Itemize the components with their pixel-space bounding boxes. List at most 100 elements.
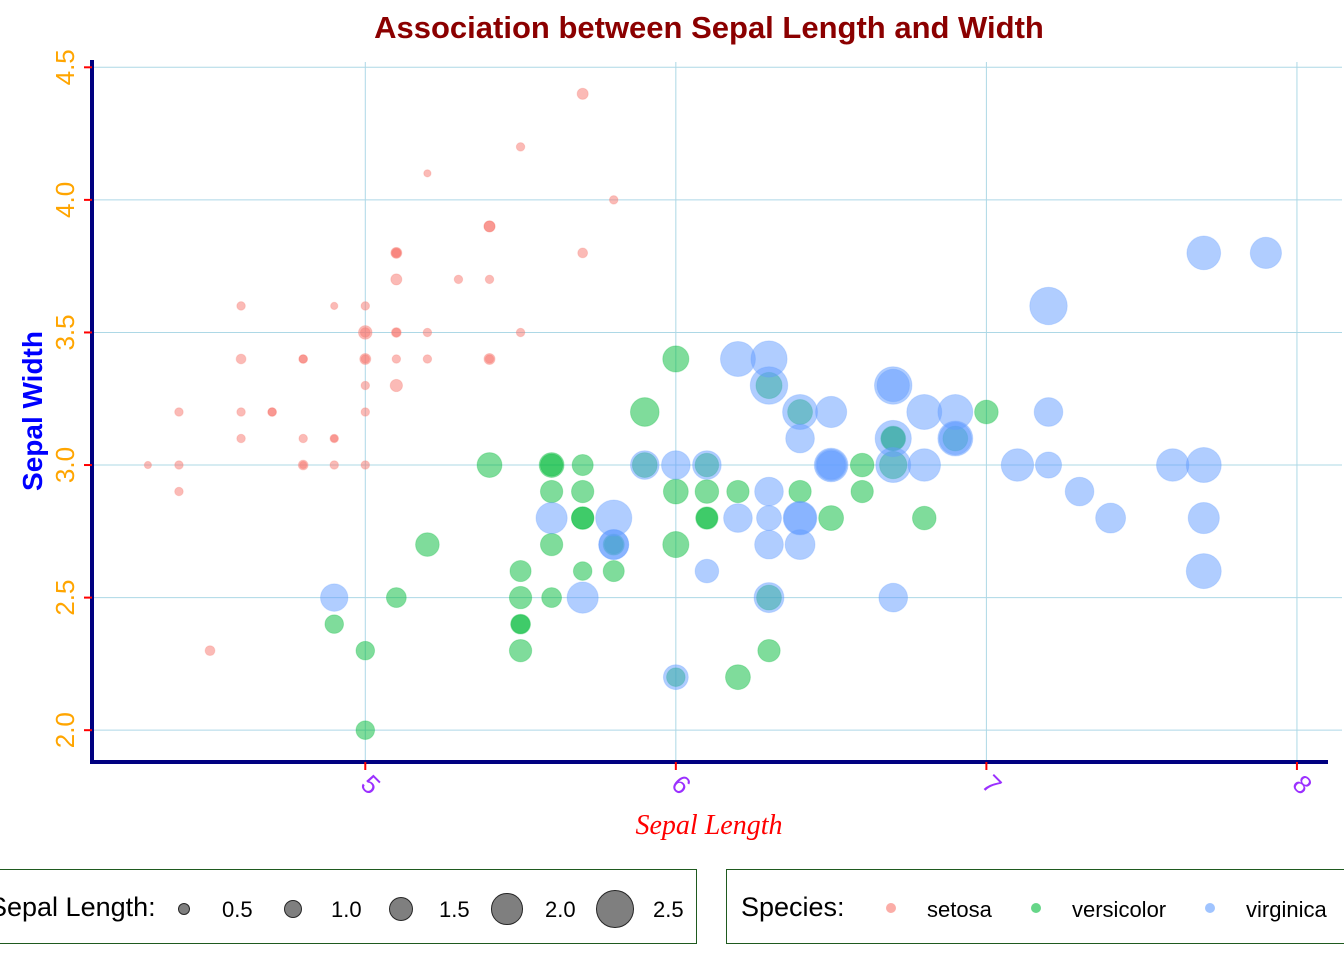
data-point-setosa — [174, 407, 184, 417]
data-point-setosa — [483, 352, 496, 365]
data-point-setosa — [608, 195, 619, 205]
data-point-virginica — [815, 395, 848, 429]
data-point-versicolor — [572, 561, 593, 581]
data-point-virginica — [754, 529, 784, 560]
data-point-setosa — [423, 169, 432, 178]
data-point-versicolor — [324, 614, 345, 634]
data-point-setosa — [236, 433, 246, 444]
data-point-virginica — [1187, 501, 1220, 535]
species-legend-key — [1205, 903, 1215, 913]
data-point-virginica — [878, 582, 909, 613]
data-point-virginica — [1000, 448, 1035, 482]
data-point-virginica — [754, 476, 784, 507]
data-point-virginica — [750, 340, 788, 378]
data-point-setosa — [391, 354, 402, 364]
data-point-versicolor — [508, 638, 533, 663]
size-legend-key — [491, 893, 523, 925]
data-point-virginica — [1186, 235, 1222, 271]
data-point-setosa — [204, 645, 216, 657]
data-point-virginica — [937, 420, 974, 457]
data-point-versicolor — [355, 720, 376, 740]
data-point-versicolor — [788, 479, 812, 504]
data-point-setosa — [453, 274, 464, 285]
size-legend-label: 0.5 — [222, 897, 253, 922]
data-point-versicolor — [974, 399, 999, 425]
data-point-setosa — [515, 142, 526, 152]
data-point-virginica — [906, 394, 943, 430]
size-legend-label: 1.5 — [439, 897, 470, 922]
data-point-virginica — [1033, 397, 1064, 427]
x-tick-label: 8 — [1287, 769, 1318, 800]
species-legend-label: virginica — [1246, 897, 1327, 922]
data-point-setosa — [360, 301, 371, 311]
data-point-setosa — [577, 247, 589, 259]
data-point-setosa — [360, 460, 371, 470]
data-point-virginica — [1249, 236, 1282, 270]
data-point-setosa — [515, 327, 526, 338]
data-point-virginica — [782, 500, 818, 536]
data-point-virginica — [1185, 447, 1222, 484]
data-points — [143, 87, 1282, 740]
data-point-versicolor — [757, 638, 781, 663]
size-legend-title: Sepal Length: — [0, 892, 156, 922]
species-legend-label: versicolor — [1072, 897, 1167, 922]
data-point-virginica — [873, 366, 913, 405]
data-point-versicolor — [850, 479, 874, 504]
x-tick-label: 7 — [976, 769, 1007, 800]
data-point-versicolor — [662, 345, 690, 373]
data-point-versicolor — [724, 664, 751, 691]
size-legend-key — [177, 902, 191, 916]
size-legend-key — [283, 899, 303, 919]
chart-title: Association between Sepal Length and Wid… — [374, 10, 1044, 45]
y-tick-label: 2.5 — [50, 580, 80, 616]
species-legend-label: setosa — [927, 897, 992, 922]
x-tick-label: 6 — [666, 769, 697, 800]
data-point-setosa — [329, 460, 339, 470]
data-point-virginica — [1034, 451, 1063, 479]
y-tick-label: 3.5 — [50, 314, 80, 350]
data-point-versicolor — [602, 560, 625, 583]
data-point-setosa — [267, 407, 277, 417]
size-legend-label: 2.0 — [545, 897, 576, 922]
data-point-setosa — [174, 486, 184, 497]
species-legend: Species: setosa versicolor virginica — [726, 869, 1344, 944]
x-tick-label: 5 — [355, 769, 386, 800]
grid-lines — [92, 62, 1342, 762]
data-point-setosa — [391, 248, 402, 258]
data-point-versicolor — [911, 505, 937, 531]
data-point-versicolor — [539, 532, 564, 557]
data-point-versicolor — [849, 452, 875, 478]
data-point-virginica — [566, 581, 599, 614]
size-legend: Sepal Length: 0.5 1.0 1.5 2.0 2.5 — [0, 869, 697, 944]
data-point-setosa — [390, 273, 403, 286]
data-point-virginica — [785, 423, 815, 454]
data-point-setosa — [329, 433, 339, 444]
data-point-virginica — [598, 529, 630, 561]
data-point-setosa — [360, 380, 371, 391]
data-point-virginica — [815, 448, 848, 482]
size-legend-label: 1.0 — [331, 897, 362, 922]
data-point-versicolor — [818, 505, 845, 532]
data-point-versicolor — [662, 530, 690, 559]
data-point-virginica — [662, 664, 689, 691]
data-point-virginica — [660, 450, 691, 480]
data-point-versicolor — [510, 614, 531, 634]
species-legend-title: Species: — [741, 892, 845, 922]
data-point-virginica — [629, 450, 660, 480]
data-point-setosa — [235, 353, 247, 365]
data-point-versicolor — [695, 507, 718, 530]
data-point-virginica — [875, 447, 912, 484]
data-point-setosa — [389, 378, 403, 393]
data-point-virginica — [1095, 502, 1127, 534]
data-point-virginica — [1155, 448, 1190, 482]
data-point-setosa — [297, 459, 309, 471]
data-point-virginica — [535, 501, 568, 535]
data-point-setosa — [236, 407, 246, 417]
data-point-versicolor — [385, 587, 407, 609]
tick-labels: 2.0 2.5 3.0 3.5 4.0 4.5 5 6 7 8 — [50, 49, 1318, 800]
data-point-versicolor — [476, 452, 503, 478]
y-tick-label: 4.5 — [50, 49, 80, 85]
data-point-setosa — [422, 354, 433, 364]
data-point-virginica — [719, 340, 756, 377]
